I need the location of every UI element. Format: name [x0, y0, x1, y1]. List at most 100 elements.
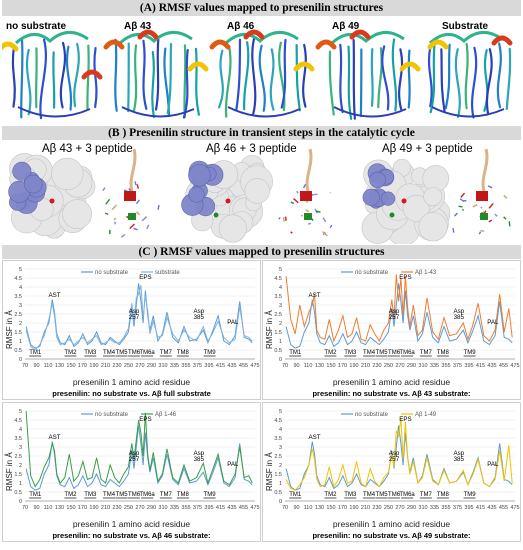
x-tick-label: 250	[384, 363, 393, 369]
chart-panel-full-substrate: 0 0.5 1 1.5 2 2.5 3 3.5 4 4.5 5 70 90 110 130 150 170 190…	[2, 260, 261, 400]
annotation-label: EPS	[139, 274, 151, 281]
chart-panel-ab49: 0 0.5 1 1.5 2 2.5 3 3.5 4 4.5 5 70 90 110 130 150 170 190…	[262, 402, 521, 542]
x-tick-label: 210	[361, 505, 370, 511]
annotation-label: Asp	[129, 308, 140, 315]
y-tick-label: 4.5	[14, 418, 22, 424]
x-tick-label: 395	[204, 505, 213, 511]
tm-label: TM1	[289, 350, 302, 356]
x-tick-label: 355	[441, 505, 450, 511]
y-tick-label: 1	[279, 481, 282, 487]
y-axis-title: RMSF in Å	[5, 452, 14, 491]
y-tick-label: 4.5	[274, 418, 282, 424]
tm-label: TM4	[103, 492, 116, 498]
x-tick-label: 190	[89, 505, 98, 511]
tm-label: TM7	[160, 350, 173, 356]
annotation-label: Asp	[389, 450, 400, 457]
annotation-label: AST	[309, 434, 321, 441]
label-ab43: Aβ 43	[124, 21, 152, 32]
x-tick-label: 90	[33, 505, 39, 511]
y-tick-label: 1.5	[14, 330, 22, 336]
tm-label: TM3	[344, 492, 357, 498]
annotation-label: AST	[309, 292, 321, 299]
x-tick-label: 290	[407, 363, 416, 369]
chart-panel-ab43: 0 0.5 1 1.5 2 2.5 3 3.5 4 4.5 5 70 90 110 130 150 170 190…	[262, 260, 521, 400]
x-tick-label: 210	[361, 363, 370, 369]
series-line-aβ-1-49	[285, 418, 513, 491]
annotation-label: 385	[454, 456, 465, 463]
y-tick-label: 0	[279, 357, 282, 363]
x-tick-label: 110	[304, 505, 313, 511]
protein-ribbon-4	[427, 31, 513, 119]
y-tick-label: 2.5	[274, 312, 282, 318]
series-line-substrate	[25, 285, 253, 351]
annotation-label: Asp	[193, 308, 204, 315]
x-tick-label: 435	[227, 505, 236, 511]
annotation-label: 385	[454, 314, 465, 321]
tm-label: TM9	[464, 350, 477, 356]
protein-surfaces-b	[8, 148, 511, 246]
y-tick-label: 2	[19, 463, 22, 469]
x-tick-label: 435	[487, 363, 496, 369]
stick-model	[102, 148, 160, 238]
y-tick-label: 0.5	[274, 490, 282, 496]
y-tick-label: 0	[279, 499, 282, 505]
x-tick-label: 110	[304, 363, 313, 369]
x-tick-label: 150	[326, 505, 335, 511]
y-tick-label: 4	[279, 285, 282, 291]
x-tick-label: 455	[239, 363, 248, 369]
y-tick-label: 2	[19, 321, 22, 327]
tm-label: TM2	[324, 350, 337, 356]
tm-label: TM7	[420, 350, 433, 356]
x-tick-label: 270	[395, 505, 404, 511]
y-tick-label: 3.5	[14, 294, 22, 300]
y-axis-title: RMSF in Å	[5, 310, 14, 349]
x-axis-title: presenilin 1 amino acid residue	[72, 377, 191, 387]
tm-label: TM5	[116, 492, 129, 498]
legend-label: Aβ 1-43	[415, 270, 437, 276]
protein-ribbon-2	[209, 29, 315, 118]
x-axis-title: presenilin 1 amino acid residue	[332, 519, 451, 529]
chart-ab46: 0 0.5 1 1.5 2 2.5 3 3.5 4 4.5 5 70 90 110 130 150 170 190…	[14, 409, 259, 511]
y-tick-label: 1.5	[14, 472, 22, 478]
y-tick-label: 2	[279, 463, 282, 469]
x-tick-label: 355	[181, 363, 190, 369]
label-ab46: Aβ 46	[227, 21, 255, 32]
section-b-title: (B ) Presenilin structure in transient s…	[2, 126, 521, 140]
x-tick-label: 130	[55, 363, 64, 369]
label-substrate: Substrate	[442, 21, 489, 32]
x-tick-label: 310	[418, 363, 427, 369]
x-tick-label: 250	[124, 363, 133, 369]
tm-label: TM9	[464, 492, 477, 498]
protein-structures-a	[0, 29, 513, 120]
tm-label: TM3	[344, 350, 357, 356]
x-tick-label: 70	[282, 505, 288, 511]
annotation-label: Asp	[129, 450, 140, 457]
x-tick-label: 90	[293, 505, 299, 511]
chart-full-substrate: 0 0.5 1 1.5 2 2.5 3 3.5 4 4.5 5 70 90 110 130 150 170 190…	[14, 267, 259, 369]
chart-ab43: 0 0.5 1 1.5 2 2.5 3 3.5 4 4.5 5 70 90 110 130 150 170 190…	[274, 267, 519, 369]
x-tick-label: 335	[170, 363, 179, 369]
x-tick-label: 375	[453, 505, 462, 511]
x-tick-label: 290	[147, 363, 156, 369]
x-tick-label: 70	[282, 363, 288, 369]
x-tick-label: 355	[441, 363, 450, 369]
y-tick-label: 2.5	[14, 454, 22, 460]
tm-label: TM6	[388, 492, 401, 498]
x-tick-label: 210	[101, 363, 110, 369]
legend-label: no substrate	[355, 270, 389, 276]
x-tick-label: 270	[135, 363, 144, 369]
y-tick-label: 2	[279, 321, 282, 327]
rmsf-structures-strip: no substrate Aβ 43 Aβ 46 Aβ 49 Substrate	[0, 17, 521, 125]
x-tick-label: 170	[338, 505, 347, 511]
legend-label: no substrate	[95, 270, 129, 276]
x-tick-label: 230	[372, 505, 381, 511]
catalytic-step-2	[361, 148, 511, 246]
y-tick-label: 4	[19, 285, 22, 291]
label-ab43-peptide: Aβ 43 + 3 peptide	[42, 143, 133, 155]
x-tick-label: 70	[22, 363, 28, 369]
protein-ribbon-3	[315, 29, 421, 120]
section-c-title: (C ) RMSF values mapped to presenilin st…	[2, 245, 521, 259]
tm-label: TM7	[420, 492, 433, 498]
tm-label: TM8	[177, 492, 190, 498]
x-tick-label: 130	[55, 505, 64, 511]
